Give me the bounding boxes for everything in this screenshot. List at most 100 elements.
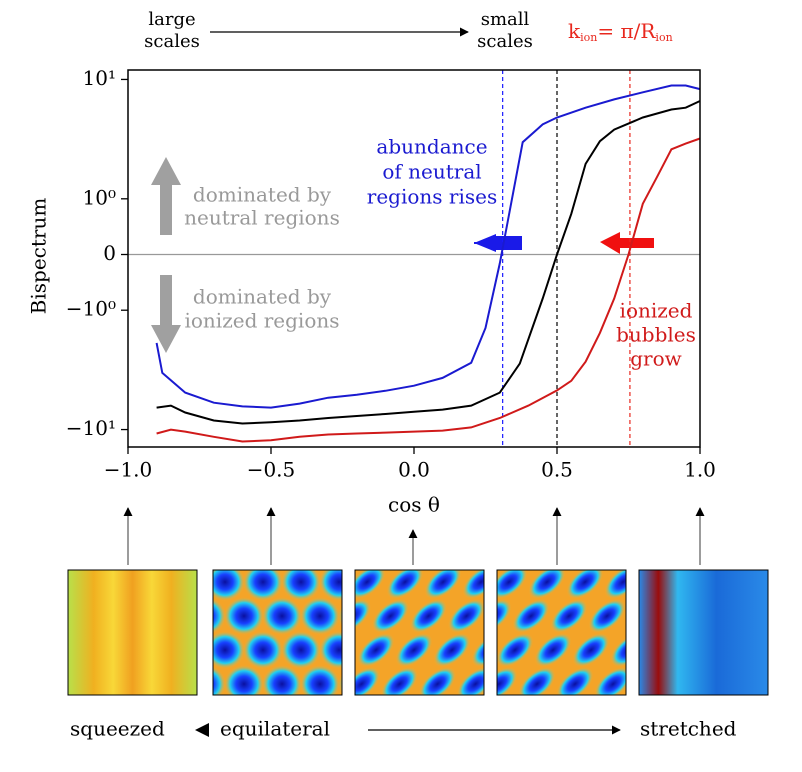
blob: [518, 667, 556, 695]
blob: [360, 695, 409, 742]
blobs: [319, 525, 558, 742]
blob: [262, 665, 302, 695]
kion-label: kion= π/Rion: [568, 19, 673, 45]
blob: [572, 633, 610, 667]
blob: [319, 525, 368, 572]
blob: [436, 695, 485, 742]
blob: [243, 631, 283, 669]
blob: [300, 665, 340, 695]
blob: [528, 570, 566, 599]
blob: [357, 525, 406, 572]
blob: [262, 529, 302, 567]
gray-arrows: [151, 157, 181, 353]
blob: [186, 529, 226, 567]
note-red: ionized: [620, 299, 693, 323]
blob: [538, 525, 587, 572]
blob: [300, 529, 340, 567]
blob: [576, 525, 625, 572]
image-border: [354, 569, 485, 696]
blob: [224, 597, 264, 635]
blob: [566, 570, 604, 599]
blob: [409, 599, 448, 633]
blob: [213, 598, 226, 634]
note-red: grow: [630, 347, 682, 371]
note-up: dominated by: [193, 183, 332, 207]
x-tick-label: 0.5: [541, 458, 573, 482]
blob: [338, 604, 342, 628]
blob: [462, 525, 511, 572]
blob: [550, 599, 588, 633]
y-label: Bispectrum: [27, 198, 51, 315]
blob: [500, 525, 549, 572]
y-tick-label: 10¹: [83, 66, 116, 90]
blob: [509, 525, 558, 572]
blob: [471, 633, 484, 667]
blob: [371, 599, 410, 633]
blob: [534, 633, 572, 667]
blob: [262, 597, 302, 635]
blob: [497, 633, 534, 667]
blob: [395, 525, 444, 572]
blob: [355, 667, 381, 695]
blob: [458, 695, 507, 742]
top-left: large: [148, 9, 195, 30]
y-tick-label: −10⁰: [66, 297, 116, 321]
blob: [355, 599, 372, 633]
blob: [224, 529, 264, 567]
blob: [300, 597, 340, 635]
blob: [213, 631, 245, 669]
bottom-left: squeezed: [70, 717, 165, 741]
blob: [497, 570, 528, 599]
image-arrows: [123, 507, 705, 565]
blobs: [458, 525, 701, 742]
blob: [462, 570, 484, 599]
blob: [418, 667, 457, 695]
image-border: [496, 569, 627, 696]
blob: [338, 672, 342, 695]
blob: [319, 631, 342, 669]
note-red: bubbles: [616, 323, 696, 347]
x-tick-label: −1.0: [104, 458, 153, 482]
plot-frame: [127, 69, 701, 448]
red-arrow: [600, 232, 654, 254]
blob: [588, 599, 626, 633]
x-tick-label: 0.0: [398, 458, 430, 482]
blob: [512, 599, 550, 633]
blob: [456, 667, 484, 695]
blob: [357, 699, 397, 737]
blob: [224, 665, 264, 695]
blob: [376, 529, 416, 567]
y-tick-label: 0: [103, 241, 116, 265]
y-tick-label: 10⁰: [83, 185, 116, 209]
x-label: cos θ: [388, 493, 440, 517]
blobs: [186, 529, 416, 737]
blob: [281, 631, 321, 669]
blob: [243, 570, 283, 601]
series-line: [156, 137, 701, 443]
x-tick-label: 1.0: [684, 458, 716, 482]
blob: [474, 695, 523, 742]
blob: [572, 695, 621, 742]
top-right: small: [481, 9, 530, 30]
blob: [357, 633, 395, 667]
blob: [281, 570, 321, 601]
blob: [398, 695, 447, 742]
top-left: scales: [144, 31, 200, 52]
bottom-middle: equilateral: [220, 717, 330, 741]
blob: [424, 570, 462, 599]
pattern-images: [67, 525, 769, 742]
note-blue: abundance: [376, 135, 487, 159]
blob: [496, 695, 545, 742]
series-line: [156, 100, 701, 425]
blob: [386, 570, 424, 599]
blob: [338, 529, 378, 567]
note-blue: of neutral: [382, 160, 481, 184]
blob: [355, 570, 386, 599]
image-border: [212, 569, 343, 696]
series-line: [155, 84, 701, 409]
blob: [534, 695, 583, 742]
blob: [652, 525, 701, 572]
blob: [213, 666, 226, 695]
blob: [395, 633, 433, 667]
